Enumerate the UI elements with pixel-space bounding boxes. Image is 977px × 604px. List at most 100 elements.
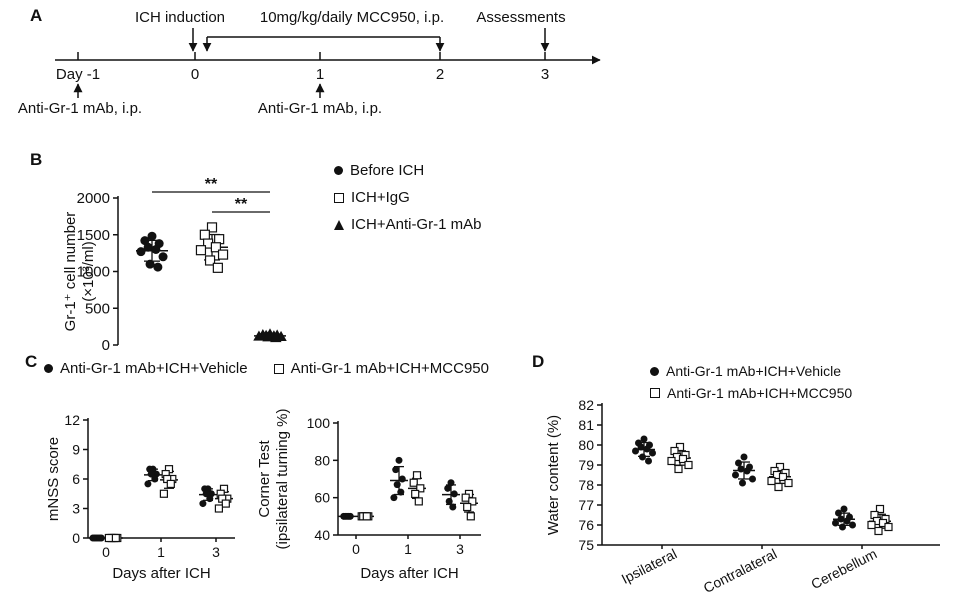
- data-point-square: [212, 262, 223, 273]
- data-cluster: [767, 462, 793, 492]
- y-tick-label: 40: [314, 527, 330, 543]
- y-tick-label: 80: [314, 452, 330, 468]
- data-point-circle: [147, 470, 155, 478]
- data-point-circle: [393, 481, 401, 489]
- panel-b-label: B: [30, 150, 43, 169]
- data-point-square: [466, 512, 475, 521]
- data-point-circle: [449, 503, 457, 511]
- y-axis-label: Gr-1⁺ cell number: [62, 212, 79, 332]
- data-cluster: [390, 456, 408, 502]
- x-axis-label: Days after ICH: [360, 565, 458, 582]
- y-tick-label: 1500: [77, 227, 110, 244]
- data-point-circle: [450, 490, 458, 498]
- y-axis-label: (ipsilateral turning %): [274, 409, 291, 550]
- y-tick-label: 1000: [77, 264, 110, 281]
- data-point-circle: [645, 457, 652, 465]
- data-point-square: [875, 504, 885, 514]
- data-point-circle: [96, 534, 104, 542]
- data-point-circle: [444, 484, 452, 492]
- data-point-circle: [398, 475, 406, 483]
- data-point-circle: [749, 475, 756, 483]
- data-point-square: [204, 255, 216, 266]
- panel-c-label: C: [25, 352, 38, 371]
- data-point-square: [221, 499, 230, 508]
- data-point-circle: [145, 259, 155, 269]
- data-cluster: [338, 512, 356, 520]
- data-cluster: [442, 479, 460, 511]
- data-point-circle: [639, 453, 646, 461]
- data-point-circle: [837, 515, 845, 523]
- data-cluster: [104, 533, 123, 543]
- experiment-timeline-diagram: ICH induction 10mg/kg/daily MCC950, i.p.…: [18, 9, 601, 117]
- data-point-square: [199, 229, 210, 240]
- y-axis-label: Corner Test: [256, 440, 273, 518]
- data-point-square: [111, 533, 120, 543]
- circle-filled-marker-icon: [44, 364, 53, 373]
- data-point-circle: [345, 512, 353, 520]
- data-point-circle: [640, 435, 648, 443]
- data-point-triangle: [270, 331, 282, 343]
- data-point-square: [767, 476, 776, 486]
- y-tick-label: 0: [72, 530, 80, 546]
- data-point-circle: [144, 480, 152, 488]
- data-point-square: [206, 222, 218, 233]
- timeline-tick-label: 1: [316, 66, 324, 83]
- data-point-square: [678, 454, 688, 464]
- x-tick-label: 1: [157, 544, 165, 560]
- data-point-square: [409, 478, 418, 487]
- y-tick-label: 0: [102, 337, 110, 354]
- data-point-circle: [732, 471, 739, 479]
- legend-label: Anti-Gr-1 mAb+ICH+MCC950: [667, 385, 853, 401]
- panel-d-legend: Anti-Gr-1 mAb+ICH+Vehicle Anti-Gr-1 mAb+…: [650, 363, 852, 401]
- data-cluster: [667, 442, 693, 474]
- data-point-circle: [739, 479, 746, 487]
- data-point-circle: [649, 449, 656, 457]
- x-axis-label: Days after ICH: [112, 565, 210, 582]
- panel-c-legend: Anti-Gr-1 mAb+ICH+Vehicle Anti-Gr-1 mAb+…: [44, 360, 489, 377]
- y-tick-label: 75: [578, 537, 594, 553]
- gr1-cell-count-chart: 0 500 1000 1500 2000 Gr-1⁺ cell number (×10³/m…: [62, 176, 287, 354]
- assessments-label: Assessments: [476, 9, 565, 26]
- data-cluster: [136, 231, 168, 272]
- y-tick-label: 6: [72, 471, 80, 487]
- y-tick-label: 78: [578, 477, 594, 493]
- data-point-square: [667, 456, 676, 466]
- data-point-square: [674, 464, 683, 474]
- data-point-square: [210, 242, 221, 253]
- anti-gr1-day1-label: Anti-Gr-1 mAb, i.p.: [258, 100, 382, 117]
- data-point-square: [195, 245, 207, 256]
- y-tick-label: 81: [578, 417, 594, 433]
- data-point-circle: [743, 467, 751, 475]
- y-tick-label: 9: [72, 442, 80, 458]
- legend-item: Anti-Gr-1 mAb+ICH+Vehicle: [44, 360, 248, 377]
- data-cluster: [199, 485, 217, 508]
- data-point-square: [416, 484, 425, 493]
- y-axis-label: (×10³/ml): [80, 241, 97, 301]
- data-point-square: [774, 482, 783, 492]
- data-point-square: [461, 493, 470, 502]
- data-point-circle: [143, 242, 153, 252]
- data-point-circle: [147, 231, 157, 241]
- square-open-marker-icon: [334, 192, 344, 203]
- data-point-circle: [839, 523, 846, 531]
- data-point-square: [684, 460, 693, 470]
- mcc950-dosing-label: 10mg/kg/daily MCC950, i.p.: [260, 9, 444, 26]
- data-cluster: [214, 484, 233, 513]
- data-point-circle: [395, 456, 403, 464]
- y-tick-label: 80: [578, 437, 594, 453]
- data-point-triangle: [253, 330, 265, 341]
- circle-filled-marker-icon: [334, 166, 343, 175]
- legend-label: Anti-Gr-1 mAb+ICH+Vehicle: [60, 360, 248, 377]
- square-open-marker-icon: [650, 388, 660, 398]
- data-point-square: [217, 249, 229, 260]
- legend-label: Anti-Gr-1 mAb+ICH+MCC950: [290, 360, 489, 377]
- data-point-circle: [397, 488, 405, 496]
- data-cluster: [144, 465, 162, 488]
- data-point-circle: [202, 490, 210, 498]
- legend-item: Anti-Gr-1 mAb+ICH+MCC950: [650, 385, 852, 401]
- y-tick-label: 500: [85, 300, 110, 317]
- data-point-circle: [136, 247, 146, 257]
- y-tick-label: 77: [578, 497, 594, 513]
- corner-test-chart: 40 60 80 100 Corner Test (ipsilateral turning…: [256, 409, 481, 582]
